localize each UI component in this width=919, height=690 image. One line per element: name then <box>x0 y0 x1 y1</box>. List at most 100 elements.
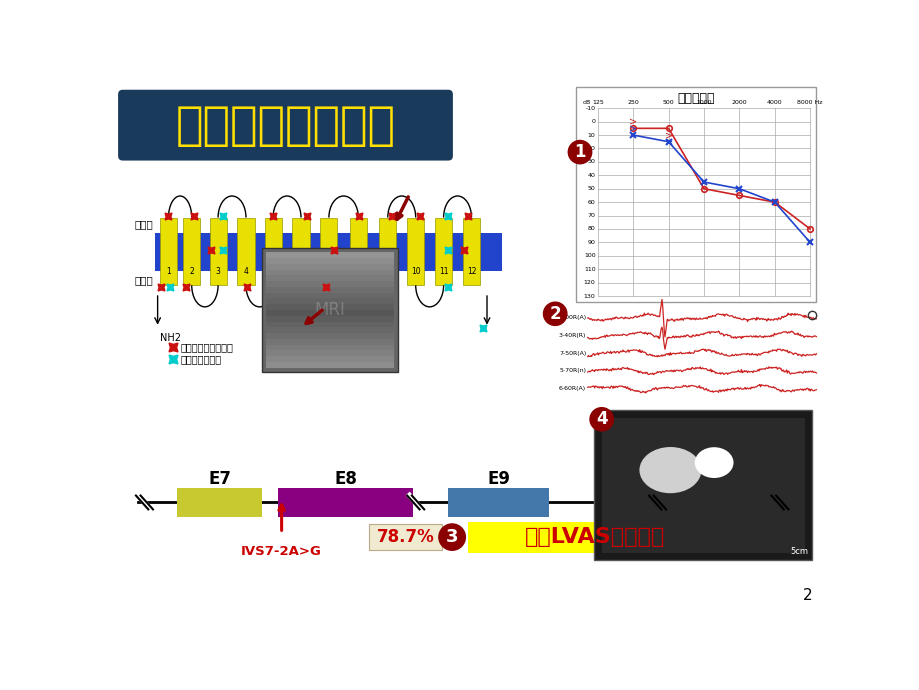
Bar <box>278 488 413 517</box>
FancyBboxPatch shape <box>118 90 452 161</box>
Bar <box>266 356 393 362</box>
Bar <box>266 351 393 356</box>
Text: 细胞外: 细胞外 <box>135 219 153 229</box>
Bar <box>266 270 393 275</box>
Text: 20: 20 <box>587 146 595 151</box>
Bar <box>266 344 393 351</box>
Text: 50: 50 <box>587 186 595 191</box>
Text: E7: E7 <box>208 470 231 488</box>
Bar <box>266 316 393 322</box>
Bar <box>448 488 549 517</box>
Text: 2-100R(A): 2-100R(A) <box>554 315 585 320</box>
Text: 大前庭水管综合征: 大前庭水管综合征 <box>176 104 395 149</box>
Text: 6: 6 <box>299 267 303 276</box>
Bar <box>262 248 397 371</box>
Text: 30: 30 <box>587 159 595 164</box>
Bar <box>266 310 393 316</box>
Circle shape <box>542 302 567 326</box>
Text: 100: 100 <box>584 253 595 258</box>
Bar <box>160 217 176 285</box>
Text: E9: E9 <box>486 470 509 488</box>
Text: 7: 7 <box>326 267 331 276</box>
Bar <box>575 87 815 302</box>
Bar <box>594 410 811 560</box>
Bar <box>266 281 393 287</box>
Text: IVS7-2A>G: IVS7-2A>G <box>241 545 322 558</box>
Ellipse shape <box>694 447 732 478</box>
Text: 已经报道的突变: 已经报道的突变 <box>181 354 221 364</box>
Text: 2: 2 <box>802 588 811 602</box>
Bar <box>183 217 200 285</box>
Text: 细胞内: 细胞内 <box>135 275 153 285</box>
Text: 研究中发现的新突变: 研究中发现的新突变 <box>181 342 233 352</box>
Text: 8: 8 <box>356 267 360 276</box>
Text: 40: 40 <box>587 172 595 178</box>
Text: -10: -10 <box>584 106 595 110</box>
Text: >: > <box>664 130 672 140</box>
Text: 中国LVAS常见突变: 中国LVAS常见突变 <box>525 527 665 547</box>
Circle shape <box>437 523 466 551</box>
Text: 2: 2 <box>549 305 561 323</box>
Bar <box>292 217 309 285</box>
Text: 70: 70 <box>587 213 595 218</box>
Text: 1000: 1000 <box>696 100 711 105</box>
Bar <box>435 217 451 285</box>
Circle shape <box>567 140 592 164</box>
Bar <box>266 339 393 344</box>
Bar <box>266 333 393 339</box>
Text: >: > <box>664 137 672 147</box>
Bar <box>266 258 393 264</box>
Bar <box>266 275 393 281</box>
Bar <box>467 522 722 553</box>
Bar <box>266 264 393 270</box>
Text: 1: 1 <box>573 143 585 161</box>
Text: 8000 Hz: 8000 Hz <box>797 100 822 105</box>
Text: 1: 1 <box>166 267 171 276</box>
Text: 78.7%: 78.7% <box>377 528 434 546</box>
FancyBboxPatch shape <box>369 524 441 550</box>
Bar <box>237 217 255 285</box>
Text: 2: 2 <box>189 267 194 276</box>
Text: 125: 125 <box>591 100 603 105</box>
Bar <box>266 287 393 293</box>
Text: 7-50R(A): 7-50R(A) <box>559 351 585 355</box>
Text: 11: 11 <box>438 267 448 276</box>
Text: 3: 3 <box>446 528 458 546</box>
Bar <box>266 362 393 368</box>
Bar <box>176 488 262 517</box>
Bar <box>266 327 393 333</box>
Bar <box>407 217 424 285</box>
Text: 9: 9 <box>385 267 390 276</box>
Bar <box>266 293 393 298</box>
Text: 250: 250 <box>627 100 639 105</box>
Text: 60: 60 <box>587 199 595 205</box>
Text: 4: 4 <box>596 411 607 428</box>
Bar <box>265 217 281 285</box>
Bar <box>549 306 823 406</box>
Text: >: > <box>629 117 637 127</box>
Text: 5: 5 <box>270 267 275 276</box>
Text: 6-60R(A): 6-60R(A) <box>559 386 585 391</box>
Text: 2000: 2000 <box>731 100 746 105</box>
Text: 3: 3 <box>215 267 221 276</box>
Bar <box>379 217 396 285</box>
Ellipse shape <box>639 447 700 493</box>
Text: 5cm: 5cm <box>789 547 808 556</box>
Bar <box>601 417 804 553</box>
Text: 3-40R(R): 3-40R(R) <box>558 333 585 338</box>
Bar <box>266 304 393 310</box>
Bar <box>266 322 393 327</box>
Circle shape <box>589 407 614 432</box>
Text: 5-70R(n): 5-70R(n) <box>559 368 585 373</box>
Text: 4000: 4000 <box>766 100 782 105</box>
Text: 500: 500 <box>662 100 674 105</box>
Text: 12: 12 <box>466 267 476 276</box>
Text: MRI: MRI <box>314 301 346 319</box>
Text: 0: 0 <box>591 119 595 124</box>
Bar <box>462 217 480 285</box>
Text: 10: 10 <box>587 132 595 137</box>
Text: 纯音听力图: 纯音听力图 <box>676 92 714 106</box>
Text: >: > <box>629 124 637 133</box>
Text: NH2: NH2 <box>160 333 181 343</box>
Text: 4: 4 <box>244 267 248 276</box>
